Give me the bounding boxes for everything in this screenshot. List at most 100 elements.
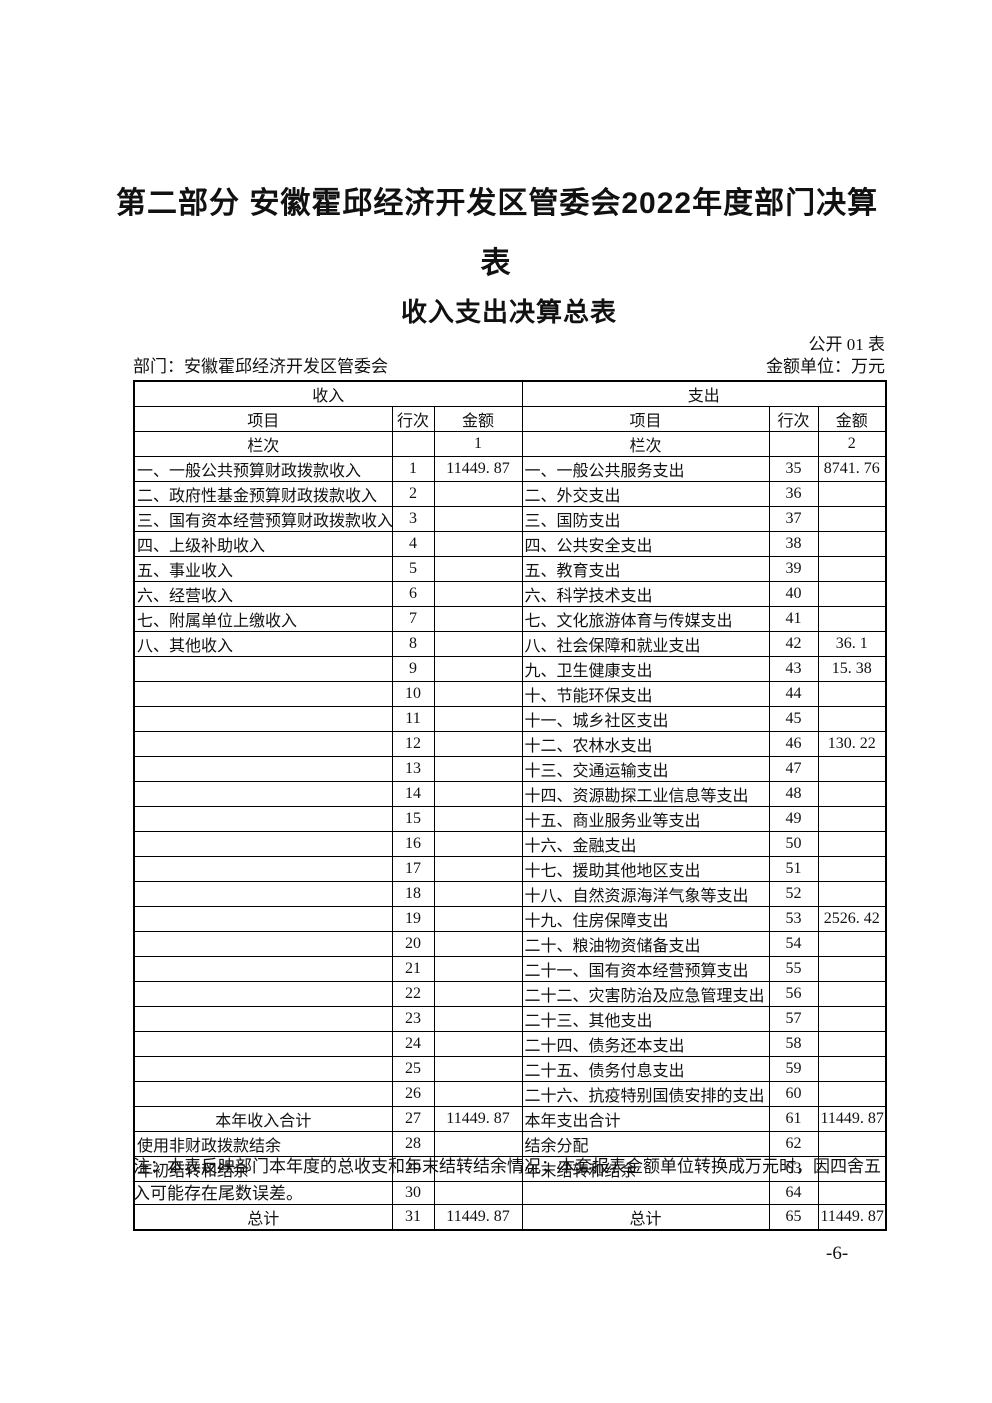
budget-summary-table: 收入 支出 项目 行次 金额 项目 行次 金额 栏次 1 栏次 2 一、一般公共… (133, 380, 888, 1231)
table-row: 16 十六、金融支出 50 (133, 831, 887, 857)
document-title-line2: 表 (480, 247, 512, 280)
income-item-cell (133, 831, 393, 857)
income-line-no-cell: 25 (391, 1056, 435, 1082)
income-amount-cell (433, 656, 523, 682)
page-number: -6- (826, 1243, 849, 1264)
expense-line-no-cell: 50 (768, 831, 819, 857)
expense-item-cell: 二十六、抗疫特别国债安排的支出 (521, 1081, 770, 1107)
expense-line-no-cell: 45 (768, 706, 819, 732)
expense-section-header: 支出 (521, 380, 887, 407)
expense-line-no-cell: 54 (768, 931, 819, 957)
expense-item-cell: 二、外交支出 (521, 481, 770, 507)
income-amount-cell (433, 756, 523, 782)
expense-item-cell: 四、公共安全支出 (521, 531, 770, 557)
table-row: 17 十七、援助其他地区支出 51 (133, 856, 887, 882)
expense-amount-cell (817, 881, 887, 907)
expense-amount-cell: 11449. 87 (817, 1106, 887, 1132)
expense-line-no-cell: 64 (768, 1181, 819, 1205)
expense-line-no-cell: 46 (768, 731, 819, 757)
income-amount-cell (433, 781, 523, 807)
expense-amount-cell (817, 981, 887, 1007)
expense-amount-cell (817, 1081, 887, 1107)
income-line-no-cell: 3 (391, 506, 435, 532)
income-amount-cell (433, 581, 523, 607)
expense-line-no-cell: 42 (768, 631, 819, 657)
expense-amount-cell (817, 806, 887, 832)
income-item-cell (133, 781, 393, 807)
income-item-cell (133, 1006, 393, 1032)
income-item-cell (133, 731, 393, 757)
table-row: 六、经营收入 6 六、科学技术支出 40 (133, 581, 887, 607)
income-item-cell (133, 931, 393, 957)
income-amount-cell (433, 1156, 523, 1182)
income-line-no-cell: 6 (391, 581, 435, 607)
expense-amount-cell (817, 606, 887, 632)
expense-item-cell: 五、教育支出 (521, 556, 770, 582)
income-item-cell (133, 1056, 393, 1082)
income-amount-cell (433, 1031, 523, 1057)
expense-amount-cell (817, 831, 887, 857)
column-index-row: 栏次 1 栏次 2 (133, 431, 887, 457)
table-row: 22 二十二、灾害防治及应急管理支出 56 (133, 981, 887, 1007)
income-line-no-cell: 11 (391, 706, 435, 732)
expense-item-cell: 二十、粮油物资储备支出 (521, 931, 770, 957)
expense-amount-cell (817, 1131, 887, 1157)
income-column-index: 1 (433, 431, 523, 457)
expense-line-no-cell: 49 (768, 806, 819, 832)
income-amount-cell (433, 906, 523, 932)
expense-line-no-cell: 60 (768, 1081, 819, 1107)
expense-item-cell: 六、科学技术支出 (521, 581, 770, 607)
table-row: 本年收入合计 27 11449. 87 本年支出合计 61 11449. 87 (133, 1106, 887, 1132)
expense-line-no-cell: 53 (768, 906, 819, 932)
expense-item-cell: 三、国防支出 (521, 506, 770, 532)
expense-amount-cell (817, 1006, 887, 1032)
expense-amount-cell: 2526. 42 (817, 906, 887, 932)
expense-item-header: 项目 (521, 406, 770, 432)
income-item-cell (133, 706, 393, 732)
income-amount-cell: 11449. 87 (433, 1203, 523, 1230)
income-line-no-cell: 16 (391, 831, 435, 857)
table-row: 9 九、卫生健康支出 43 15. 38 (133, 656, 887, 682)
income-line-no-cell: 12 (391, 731, 435, 757)
expense-item-cell: 一、一般公共服务支出 (521, 456, 770, 482)
income-line-no-cell: 23 (391, 1006, 435, 1032)
table-row: 14 十四、资源勘探工业信息等支出 48 (133, 781, 887, 807)
expense-line-no-cell: 39 (768, 556, 819, 582)
expense-item-cell: 十五、商业服务业等支出 (521, 806, 770, 832)
expense-amount-cell (817, 581, 887, 607)
income-line-no-cell: 8 (391, 631, 435, 657)
expense-amount-cell (817, 531, 887, 557)
income-item-cell (133, 681, 393, 707)
column-header-row: 项目 行次 金额 项目 行次 金额 (133, 406, 887, 432)
table-row: 24 二十四、债务还本支出 58 (133, 1031, 887, 1057)
expense-amount-cell (817, 556, 887, 582)
income-amount-cell (433, 731, 523, 757)
table-row: 二、政府性基金预算财政拨款收入 2 二、外交支出 36 (133, 481, 887, 507)
document-title-line1: 第二部分 安徽霍邱经济开发区管委会2022年度部门决算 (116, 187, 879, 220)
table-row: 25 二十五、债务付息支出 59 (133, 1056, 887, 1082)
expense-line-no-cell: 35 (768, 456, 819, 482)
expense-amount-cell (817, 1031, 887, 1057)
table-row: 一、一般公共预算财政拨款收入 1 11449. 87 一、一般公共服务支出 35 8741… (133, 456, 887, 482)
income-line-no-cell: 22 (391, 981, 435, 1007)
income-amount-cell (433, 881, 523, 907)
income-amount-header: 金额 (433, 406, 523, 432)
expense-line-no-cell: 41 (768, 606, 819, 632)
expense-line-no-cell: 43 (768, 656, 819, 682)
footnote: 注：本表反映部门本年度的总收支和年末结转结余情况；本套报表金额单位转换成万元时，… (133, 1157, 881, 1203)
income-line-no-cell: 4 (391, 531, 435, 557)
expense-item-cell: 十、节能环保支出 (521, 681, 770, 707)
expense-line-no-cell: 61 (768, 1106, 819, 1132)
expense-item-cell: 十八、自然资源海洋气象等支出 (521, 881, 770, 907)
expense-line-no-cell: 40 (768, 581, 819, 607)
expense-amount-cell: 11449. 87 (817, 1203, 887, 1230)
expense-line-no-cell: 47 (768, 756, 819, 782)
income-line-no-cell: 26 (391, 1081, 435, 1107)
table-row: 21 二十一、国有资本经营预算支出 55 (133, 956, 887, 982)
income-line-no-cell: 14 (391, 781, 435, 807)
table-row: 19 十九、住房保障支出 53 2526. 42 (133, 906, 887, 932)
table-code-label: 公开 01 表 (808, 335, 886, 354)
table-row: 四、上级补助收入 4 四、公共安全支出 38 (133, 531, 887, 557)
income-line-no-cell: 20 (391, 931, 435, 957)
income-item-cell: 四、上级补助收入 (133, 531, 393, 557)
